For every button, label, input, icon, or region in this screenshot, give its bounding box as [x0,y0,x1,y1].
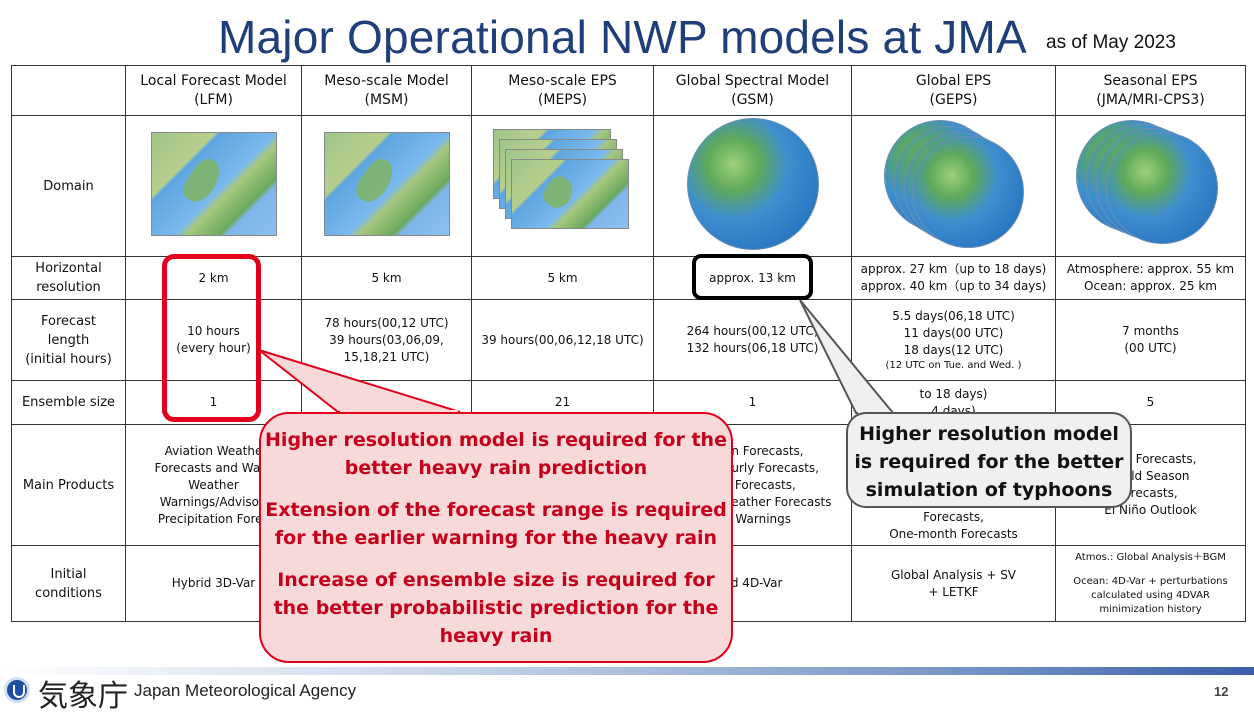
resolution-row: Horizontal resolution 2 km 5 km 5 km appr… [11,256,1246,300]
row-label-resolution: Horizontal resolution [11,256,126,300]
cps-globes [1075,119,1226,248]
page-title: Major Operational NWP models at JMA [218,11,1027,63]
jma-logo-icon [4,677,30,703]
row-label-ensemble: Ensemble size [11,380,126,425]
forecast-gsm: 264 hours(00,12 UTC) 132 hours(06,18 UTC) [653,299,852,381]
initial-geps: Global Analysis + SV + LETKF [851,545,1056,622]
domain-msm [301,115,472,257]
meps-domain-maps [492,128,633,239]
red-callout-line-3: Increase of ensemble size is required fo… [273,569,719,647]
domain-gsm [653,115,852,257]
header-row: Local Forecast Model (LFM) Meso-scale Mod… [11,65,1246,116]
red-callout-line-2: Extension of the forecast range is requi… [265,499,727,549]
page-number: 12 [1214,684,1229,699]
resolution-lfm: 2 km [125,256,302,300]
forecast-cps: 7 months (00 UTC) [1055,299,1246,381]
col-header-cps: Seasonal EPS (JMA/MRI-CPS3) [1055,65,1246,116]
domain-lfm [125,115,302,257]
forecast-geps: 5.5 days(06,18 UTC) 11 days(00 UTC) 18 day… [851,299,1056,381]
footer-org-en: Japan Meteorological Agency [134,681,357,700]
resolution-cps: Atmosphere: approx. 55 km Ocean: approx. … [1055,256,1246,300]
lfm-domain-map [150,131,277,236]
domain-geps [851,115,1056,257]
gsm-globe [686,117,819,250]
col-header-geps: Global EPS (GEPS) [851,65,1056,116]
corner-cell [11,65,126,116]
row-label-initial: Initial conditions [11,545,126,622]
black-callout: Higher resolution model is required for … [846,412,1132,508]
col-header-lfm: Local Forecast Model (LFM) [125,65,302,116]
domain-row: Domain [11,115,1246,257]
row-label-domain: Domain [11,115,126,257]
domain-meps [471,115,654,257]
msm-domain-map [323,131,450,236]
title-area: Major Operational NWP models at JMA as o… [0,6,1254,64]
red-callout-line-1: Higher resolution model is required for … [265,429,727,479]
page-subtitle: as of May 2023 [1046,32,1176,53]
gsm-highlight-box [692,254,813,300]
row-label-products: Main Products [11,424,126,546]
footer-bar [0,667,1254,675]
geps-globes [883,119,1024,248]
resolution-geps: approx. 27 km（up to 18 days) approx. 40 k… [851,256,1056,300]
footer-org-jp: 気象庁 [38,679,128,713]
col-header-gsm: Global Spectral Model (GSM) [653,65,852,116]
forecast-meps: 39 hours(00,06,12,18 UTC) [471,299,654,381]
col-header-meps: Meso-scale EPS (MEPS) [471,65,654,116]
lfm-highlight-box [162,254,261,422]
forecast-msm: 78 hours(00,12 UTC) 39 hours(03,06,09, 15,… [301,299,472,381]
domain-cps [1055,115,1246,257]
resolution-msm: 5 km [301,256,472,300]
col-header-msm: Meso-scale Model (MSM) [301,65,472,116]
red-callout: Higher resolution model is required for … [259,412,733,663]
initial-cps: Atmos.: Global Analysis＋BGM Ocean: 4D-Var… [1055,545,1246,622]
resolution-meps: 5 km [471,256,654,300]
row-label-forecast: Forecast length (initial hours) [11,299,126,381]
